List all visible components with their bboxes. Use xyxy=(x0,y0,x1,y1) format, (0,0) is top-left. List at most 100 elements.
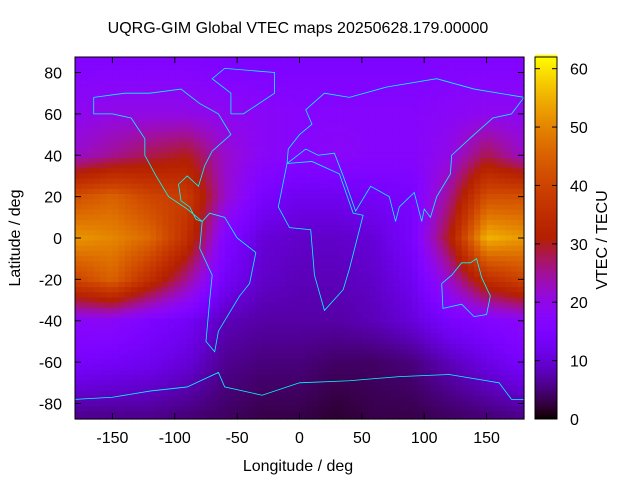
heatmap-cell xyxy=(305,240,313,247)
heatmap-cell xyxy=(380,297,388,304)
heatmap-cell xyxy=(230,385,238,392)
heatmap-cell xyxy=(461,240,469,247)
heatmap-cell xyxy=(287,121,294,128)
heatmap-cell xyxy=(249,183,257,190)
heatmap-cell xyxy=(461,168,469,174)
heatmap-cell xyxy=(293,338,301,345)
heatmap-cell xyxy=(193,385,201,392)
heatmap-cell xyxy=(324,318,332,324)
heatmap-cell xyxy=(162,271,170,278)
heatmap-cell xyxy=(124,168,132,174)
heatmap-cell xyxy=(424,188,432,195)
heatmap-cell xyxy=(442,199,450,205)
heatmap-cell xyxy=(224,111,232,118)
heatmap-cell xyxy=(374,261,382,268)
heatmap-cell xyxy=(199,287,207,293)
heatmap-cell xyxy=(374,178,382,185)
heatmap-cell xyxy=(230,245,238,252)
heatmap-cell xyxy=(143,297,151,304)
heatmap-cell xyxy=(374,95,382,102)
heatmap-cell xyxy=(118,307,126,314)
heatmap-cell xyxy=(187,209,195,216)
heatmap-cell xyxy=(193,400,201,407)
heatmap-cell xyxy=(124,106,132,112)
heatmap-cell xyxy=(218,266,226,273)
heatmap-cell xyxy=(417,276,425,283)
heatmap-cell xyxy=(336,111,344,118)
heatmap-cell xyxy=(93,126,101,133)
heatmap-cell xyxy=(374,354,382,361)
heatmap-cell xyxy=(486,245,494,252)
heatmap-cell xyxy=(405,318,413,324)
heatmap-cell xyxy=(517,333,525,340)
heatmap-cell xyxy=(311,245,319,252)
heatmap-cell xyxy=(87,183,95,190)
heatmap-cell xyxy=(374,281,382,288)
heatmap-cell xyxy=(361,157,369,164)
heatmap-cell xyxy=(149,354,157,361)
heatmap-cell xyxy=(87,364,95,371)
heatmap-cell xyxy=(137,157,145,164)
heatmap-cell xyxy=(168,261,176,268)
heatmap-cell xyxy=(336,75,344,81)
heatmap-cell xyxy=(149,95,157,102)
heatmap-cell xyxy=(386,80,394,87)
heatmap-cell xyxy=(205,281,213,288)
heatmap-cell xyxy=(99,126,107,133)
heatmap-cell xyxy=(75,100,82,107)
heatmap-cell xyxy=(393,69,400,76)
heatmap-cell xyxy=(174,152,182,159)
heatmap-cell xyxy=(99,230,107,237)
heatmap-cell xyxy=(380,261,388,268)
heatmap-cell xyxy=(287,318,294,324)
heatmap-cell xyxy=(405,256,413,262)
heatmap-cell xyxy=(324,116,332,123)
heatmap-cell xyxy=(287,219,294,226)
heatmap-cell xyxy=(405,111,413,118)
heatmap-cell xyxy=(112,266,120,273)
heatmap-cell xyxy=(399,204,407,211)
heatmap-cell xyxy=(517,338,525,345)
heatmap-cell xyxy=(268,338,276,345)
heatmap-cell xyxy=(480,400,488,407)
heatmap-cell xyxy=(87,307,95,314)
heatmap-cell xyxy=(505,199,513,205)
heatmap-cell xyxy=(368,106,375,112)
heatmap-cell xyxy=(287,281,294,288)
heatmap-cell xyxy=(149,250,157,257)
heatmap-cell xyxy=(287,75,294,81)
heatmap-cell xyxy=(93,333,101,340)
heatmap-cell xyxy=(193,240,201,247)
heatmap-cell xyxy=(193,271,201,278)
heatmap-cell xyxy=(205,245,213,252)
heatmap-cell xyxy=(112,312,120,319)
heatmap-cell xyxy=(430,168,438,174)
heatmap-cell xyxy=(143,261,151,268)
heatmap-cell xyxy=(442,318,450,324)
heatmap-cell xyxy=(393,59,400,66)
heatmap-cell xyxy=(118,214,126,221)
heatmap-cell xyxy=(486,354,494,361)
heatmap-cell xyxy=(287,173,294,180)
heatmap-cell xyxy=(430,219,438,226)
heatmap-cell xyxy=(143,194,151,200)
heatmap-cell xyxy=(287,390,294,397)
heatmap-cell xyxy=(212,173,220,180)
heatmap-cell xyxy=(449,375,457,381)
heatmap-cell xyxy=(517,209,525,216)
heatmap-cell xyxy=(486,281,494,288)
heatmap-cell xyxy=(181,245,188,252)
heatmap-cell xyxy=(449,333,457,340)
heatmap-cell xyxy=(361,116,369,123)
heatmap-cell xyxy=(343,194,350,200)
heatmap-cell xyxy=(517,75,525,81)
heatmap-cell xyxy=(486,385,494,392)
heatmap-cell xyxy=(405,250,413,257)
heatmap-cell xyxy=(474,168,481,174)
heatmap-cell xyxy=(349,375,357,381)
heatmap-cell xyxy=(199,256,207,262)
heatmap-cell xyxy=(212,188,220,195)
heatmap-cell xyxy=(262,57,269,61)
heatmap-cell xyxy=(343,323,350,330)
heatmap-cell xyxy=(143,271,151,278)
